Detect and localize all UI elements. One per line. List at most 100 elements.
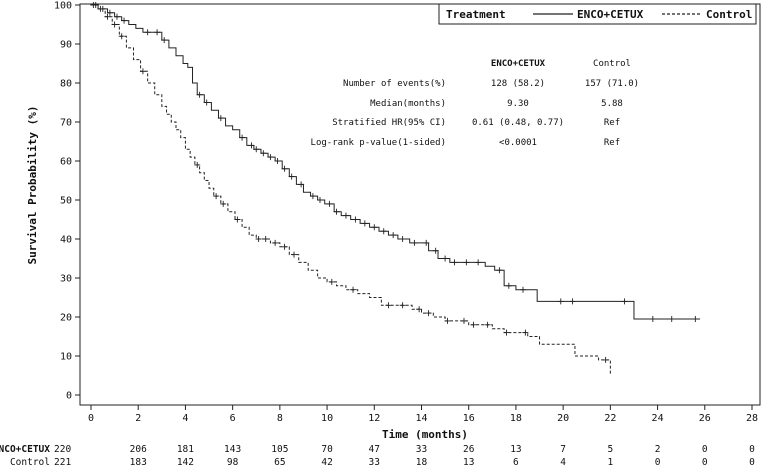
at-risk-value: 0 (749, 457, 755, 468)
at-risk-value: 0 (655, 457, 661, 468)
censor-mark-control (399, 302, 406, 309)
censor-mark-control (220, 200, 227, 207)
stats-row-label-hr: Stratified HR(95% CI) (332, 118, 446, 128)
stats-row-label-events: Number of events(%) (343, 79, 446, 89)
censor-mark-control (350, 286, 357, 293)
y-tick-label: 70 (60, 118, 72, 129)
censor-mark-enco-cetux (423, 239, 430, 246)
y-tick-label: 50 (60, 196, 72, 207)
y-tick-label: 20 (60, 313, 72, 324)
censor-mark-enco-cetux (281, 165, 288, 172)
censor-mark-enco-cetux (475, 259, 482, 266)
censor-mark-control (484, 321, 491, 328)
censor-mark-enco-cetux (649, 315, 656, 322)
at-risk-value: 183 (130, 457, 147, 468)
stats-row-pvalue-enco: <0.0001 (499, 138, 537, 148)
at-risk-value: 142 (177, 457, 194, 468)
at-risk-value: 0 (702, 457, 708, 468)
censor-mark-enco-cetux (496, 267, 503, 274)
censor-mark-enco-cetux (463, 259, 470, 266)
censor-mark-control (262, 236, 269, 242)
censor-mark-enco-cetux (390, 232, 397, 239)
x-tick-label: 26 (699, 413, 711, 424)
censor-mark-enco-cetux (432, 247, 439, 254)
legend: Treatment ENCO+CETUX Control (438, 3, 757, 25)
y-tick-label: 30 (60, 274, 72, 285)
x-tick-label: 20 (557, 413, 569, 424)
censor-mark-enco-cetux (239, 134, 246, 141)
censor-mark-control (90, 2, 97, 8)
at-risk-value: 143 (224, 444, 241, 455)
censor-mark-control (522, 329, 529, 336)
censor-mark-control (460, 317, 467, 324)
censor-mark-enco-cetux (316, 197, 323, 203)
censor-mark-enco-cetux (326, 200, 333, 207)
at-risk-value: 2 (655, 444, 661, 455)
censor-mark-control (385, 302, 392, 309)
censor-mark-control (602, 356, 609, 363)
x-tick-label: 16 (463, 413, 475, 424)
censor-mark-enco-cetux (260, 150, 267, 157)
x-axis-title: Time (months) (382, 428, 468, 441)
legend-label-control: Control (706, 8, 752, 21)
censor-mark-control (470, 321, 477, 328)
censor-mark-control (97, 5, 104, 12)
at-risk-value: 33 (369, 457, 380, 468)
censor-mark-enco-cetux (451, 259, 458, 266)
censor-mark-enco-cetux (342, 212, 349, 219)
stats-row-events-control: 157 (71.0) (585, 79, 639, 89)
y-tick-label: 100 (54, 1, 72, 12)
stats-row-events-enco: 128 (58.2) (491, 79, 545, 89)
censor-mark-enco-cetux (668, 315, 675, 322)
censor-mark-enco-cetux (274, 158, 281, 164)
y-tick-label: 10 (60, 352, 72, 363)
at-risk-row-label: ENCO+CETUX (0, 444, 50, 455)
curve-enco-cetux (91, 4, 701, 320)
x-tick-label: 0 (88, 413, 94, 424)
censor-mark-control (234, 216, 241, 223)
at-risk-value: 6 (513, 457, 519, 468)
censor-mark-enco-cetux (267, 154, 274, 161)
censor-mark-enco-cetux (361, 220, 368, 227)
x-tick-label: 14 (415, 413, 427, 424)
censor-mark-enco-cetux (196, 91, 203, 98)
censor-mark-enco-cetux (161, 37, 168, 44)
censor-mark-enco-cetux (113, 13, 120, 20)
censor-mark-enco-cetux (333, 208, 340, 215)
x-tick-label: 22 (604, 413, 616, 424)
stats-table: ENCO+CETUX Control Number of events(%) 1… (311, 59, 640, 148)
censor-mark-control (118, 33, 125, 40)
censor-mark-enco-cetux (298, 181, 305, 188)
at-risk-value: 0 (749, 444, 755, 455)
censor-mark-control (213, 193, 220, 200)
censor-mark-control (111, 21, 118, 28)
at-risk-value: 13 (463, 457, 474, 468)
stats-row-hr-control: Ref (604, 118, 620, 128)
censor-mark-control (444, 317, 451, 324)
at-risk-table: ENCO+CETUX220206181143105704733261375200… (0, 444, 755, 468)
at-risk-value: 4 (560, 457, 566, 468)
censor-mark-control (194, 161, 201, 168)
stats-row-median-control: 5.88 (601, 99, 623, 109)
censor-mark-enco-cetux (442, 255, 449, 262)
at-risk-value: 33 (416, 444, 427, 455)
x-tick-label: 2 (135, 413, 141, 424)
y-tick-label: 80 (60, 79, 72, 90)
censor-mark-enco-cetux (692, 315, 699, 322)
censor-mark-control (139, 68, 146, 75)
censor-mark-enco-cetux (399, 236, 406, 242)
at-risk-value: 105 (271, 444, 288, 455)
x-tick-label: 6 (230, 413, 236, 424)
at-risk-value: 0 (702, 444, 708, 455)
stats-col-header-enco: ENCO+CETUX (491, 59, 546, 69)
censor-mark-enco-cetux (288, 173, 295, 180)
at-risk-value: 47 (369, 444, 380, 455)
censor-mark-enco-cetux (621, 298, 628, 305)
censor-mark-enco-cetux (569, 298, 576, 305)
at-risk-value: 18 (416, 457, 428, 468)
at-risk-value: 42 (321, 457, 332, 468)
at-risk-value: 26 (463, 444, 475, 455)
censor-mark-enco-cetux (309, 193, 316, 200)
stats-row-label-median: Median(months) (370, 99, 446, 109)
at-risk-value: 7 (560, 444, 566, 455)
